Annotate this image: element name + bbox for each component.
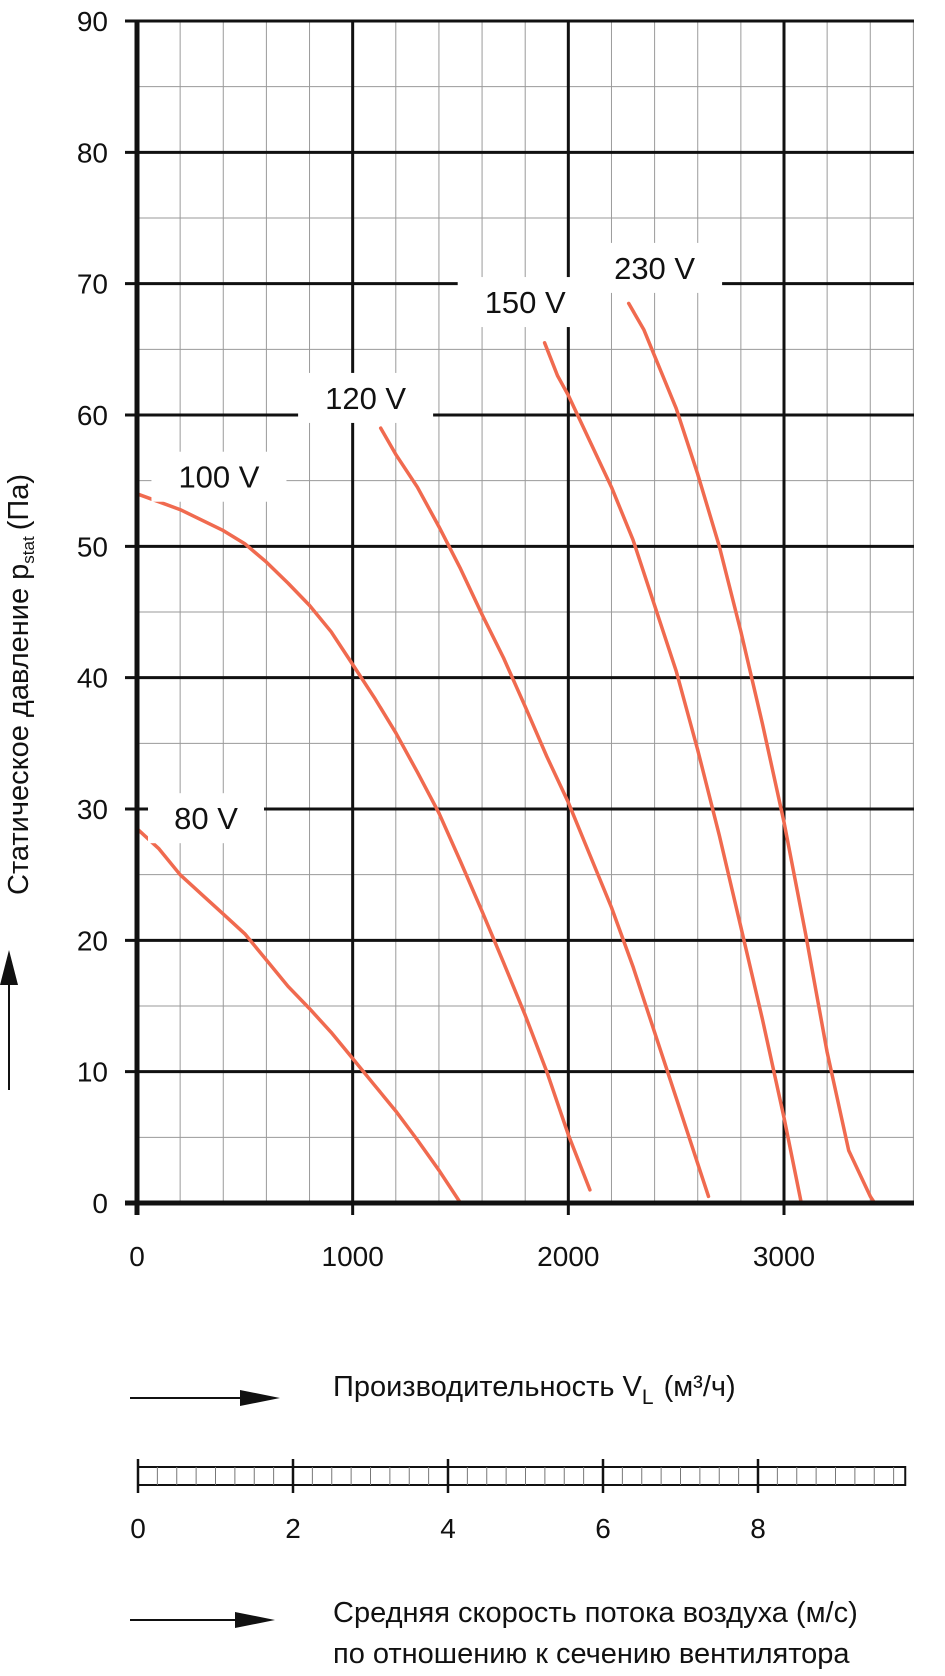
curve-label-bg <box>151 451 287 502</box>
axes <box>125 21 914 1215</box>
x-tick-label: 0 <box>129 1241 145 1272</box>
velocity-tick-label: 6 <box>595 1513 611 1544</box>
curve-230v <box>626 301 877 1205</box>
curve-label: 120 V <box>325 381 406 416</box>
velocity-label-line2: по отношению к сечению вентилятора <box>333 1638 850 1670</box>
curve-label: 80 V <box>174 801 238 836</box>
curve-120v <box>378 426 711 1199</box>
y-axis-title: Статическое давление pstat(Па) <box>3 474 38 895</box>
y-tick-label: 90 <box>77 6 108 37</box>
y-tick-label: 10 <box>77 1057 108 1088</box>
curve-labels: 80 V 100 V 120 V 150 V 230 V <box>148 242 723 844</box>
curve-label-bg <box>148 793 265 844</box>
y-tick-label: 0 <box>92 1188 108 1219</box>
y-arrow-icon <box>0 950 18 1090</box>
tick-labels: 0 10 20 30 40 50 60 70 80 90 0 1000 2000 3000 <box>77 6 815 1272</box>
x-tick-label: 2000 <box>537 1241 599 1272</box>
y-tick-label: 20 <box>77 925 108 956</box>
velocity-scale: 0 2 4 6 8 <box>130 1459 907 1544</box>
curve-100v <box>135 492 592 1192</box>
y-tick-label: 50 <box>77 531 108 562</box>
minor-grid <box>137 21 914 1203</box>
velocity-tick-label: 2 <box>285 1513 301 1544</box>
curve-80v <box>135 826 463 1205</box>
curve-label: 100 V <box>178 460 259 495</box>
y-tick-label: 60 <box>77 400 108 431</box>
curve-150v <box>542 341 804 1205</box>
x-axis-title: Производительность VL (м³/ч) <box>333 1371 736 1409</box>
velocity-bar <box>137 1466 907 1486</box>
curve-label-bg <box>298 372 434 423</box>
velocity-tick-label: 4 <box>440 1513 456 1544</box>
y-tick-label: 30 <box>77 794 108 825</box>
curve-label-bg <box>587 242 723 293</box>
y-tick-label: 40 <box>77 663 108 694</box>
y-tick-label: 70 <box>77 269 108 300</box>
x-tick-label: 3000 <box>753 1241 815 1272</box>
curve-label: 150 V <box>485 285 566 320</box>
velocity-tick-label: 8 <box>750 1513 766 1544</box>
velocity-label-line1: Средняя скорость потока воздуха (м/с) <box>333 1597 858 1629</box>
performance-curves <box>135 301 877 1205</box>
x-arrow-icon <box>130 1390 280 1406</box>
curve-label-bg <box>457 277 593 328</box>
curve-label: 230 V <box>614 251 695 286</box>
velocity-tick-label: 0 <box>130 1513 146 1544</box>
velocity-arrow-icon <box>130 1612 275 1628</box>
y-tick-label: 80 <box>77 137 108 168</box>
x-tick-label: 1000 <box>322 1241 384 1272</box>
